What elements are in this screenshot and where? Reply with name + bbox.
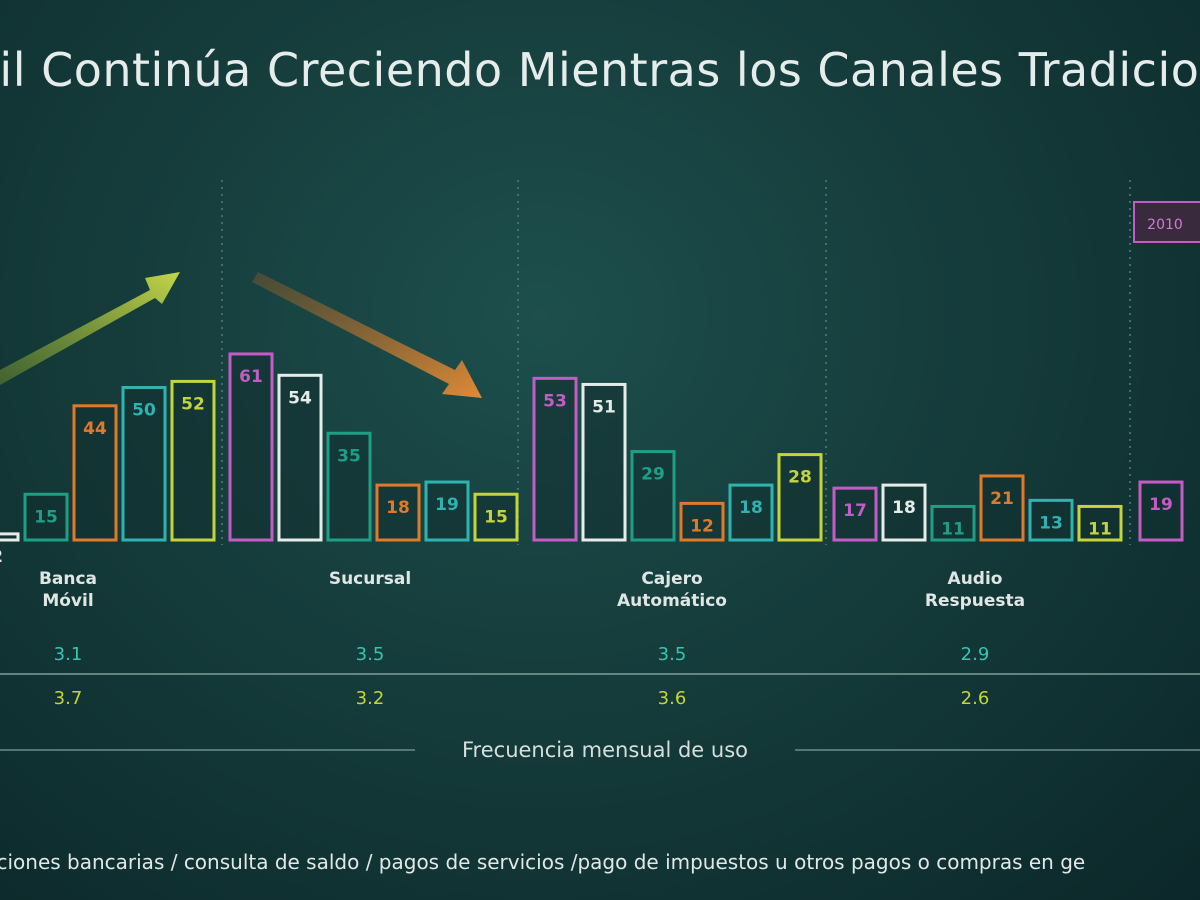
trend-down-arrow bbox=[252, 272, 482, 398]
bar bbox=[326, 431, 372, 542]
bar bbox=[1028, 498, 1074, 542]
channel-label: Audio Respuesta bbox=[924, 569, 1026, 611]
bar bbox=[170, 379, 216, 542]
frequency-value: 2.6 bbox=[960, 688, 990, 709]
bar bbox=[679, 501, 725, 542]
bar bbox=[777, 453, 823, 542]
bar-value-label: 28 bbox=[788, 468, 812, 488]
frequency-value: 3.5 bbox=[657, 644, 687, 665]
bar-value-label: 11 bbox=[941, 519, 965, 539]
bar-value-label: 51 bbox=[592, 397, 616, 417]
bar bbox=[375, 483, 421, 542]
bar bbox=[630, 450, 676, 542]
bar-value-label: 21 bbox=[990, 489, 1014, 509]
bar-value-label: 53 bbox=[543, 391, 567, 411]
footer-note: raciones bancarias / consulta de saldo /… bbox=[0, 850, 1086, 874]
legend-box bbox=[1133, 201, 1200, 243]
bar-value-label: 19 bbox=[435, 495, 459, 515]
frequency-value: 3.2 bbox=[355, 688, 385, 709]
bar-value-label: 61 bbox=[239, 367, 263, 387]
bar-value-label: 17 bbox=[843, 501, 867, 521]
bar bbox=[881, 483, 927, 542]
frequency-value: 3.1 bbox=[53, 644, 83, 665]
channel-label: Sucursal bbox=[328, 569, 412, 589]
bar-value-label: 29 bbox=[641, 465, 665, 485]
frequency-value: 3.7 bbox=[53, 688, 83, 709]
bar-value-label: 18 bbox=[892, 498, 916, 518]
bar bbox=[532, 376, 578, 542]
bar bbox=[277, 373, 323, 542]
frequency-value: 2.9 bbox=[960, 644, 990, 665]
bar-value-label: 12 bbox=[690, 516, 714, 536]
bar-value-label: 13 bbox=[1039, 513, 1063, 533]
bar bbox=[581, 382, 627, 542]
bar-value-label: 54 bbox=[288, 388, 312, 408]
bar bbox=[728, 483, 774, 542]
bar-value-label: 11 bbox=[1088, 519, 1112, 539]
bar-value-label: 52 bbox=[181, 394, 205, 414]
bar bbox=[228, 352, 274, 542]
bar bbox=[424, 480, 470, 542]
x-axis-caption: Frecuencia mensual de uso bbox=[462, 738, 748, 762]
bar-value-label: 35 bbox=[337, 446, 361, 466]
bar-value-label: 50 bbox=[132, 401, 156, 421]
bar bbox=[1077, 504, 1123, 542]
bar bbox=[0, 532, 20, 542]
bar-value-label: 18 bbox=[739, 498, 763, 518]
bar bbox=[121, 386, 167, 542]
bar bbox=[1138, 480, 1184, 542]
bar-value-label: 18 bbox=[386, 498, 410, 518]
frequency-value: 3.5 bbox=[355, 644, 385, 665]
bar-value-label: 2 bbox=[0, 547, 3, 567]
bar-value-label: 44 bbox=[83, 419, 107, 439]
bar bbox=[72, 404, 118, 542]
bar bbox=[979, 474, 1025, 542]
frequency-value: 3.6 bbox=[657, 688, 687, 709]
bar-value-label: 19 bbox=[1149, 495, 1173, 515]
bar bbox=[930, 504, 976, 542]
bar bbox=[832, 486, 878, 542]
bar-value-label: 15 bbox=[34, 507, 58, 527]
channel-label: Banca Móvil bbox=[38, 569, 98, 611]
bar-value-label: 15 bbox=[484, 507, 508, 527]
trend-up-arrow bbox=[0, 272, 180, 385]
chart-title: ril Continúa Creciendo Mientras los Cana… bbox=[0, 43, 1200, 97]
bar bbox=[473, 492, 519, 542]
bar bbox=[23, 492, 69, 542]
legend-year: 2010 bbox=[1147, 217, 1183, 233]
channel-label: Cajero Automático bbox=[617, 569, 727, 611]
